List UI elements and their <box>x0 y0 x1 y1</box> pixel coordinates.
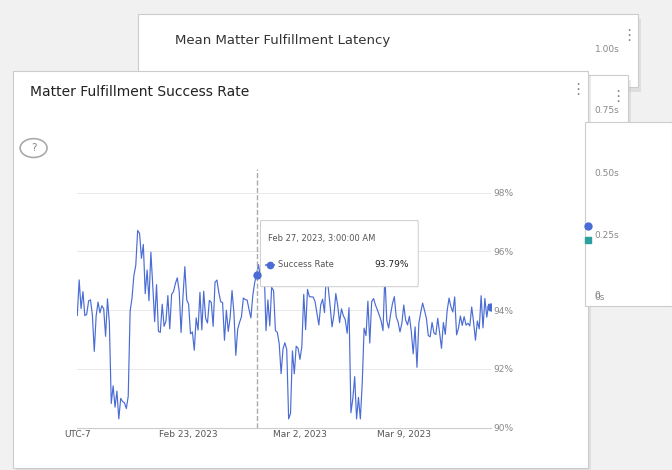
Text: ?: ? <box>31 143 36 153</box>
Text: 0.75s: 0.75s <box>595 106 620 115</box>
Text: ⋮: ⋮ <box>621 28 636 43</box>
Text: Matter Fulfillment Success Rate: Matter Fulfillment Success Rate <box>30 85 249 99</box>
Text: Success Rate: Success Rate <box>278 260 334 269</box>
Text: 0.50s: 0.50s <box>595 169 620 179</box>
FancyBboxPatch shape <box>16 75 591 470</box>
Text: Feb 27, 2023, 3:00:00 AM: Feb 27, 2023, 3:00:00 AM <box>268 234 376 243</box>
FancyBboxPatch shape <box>140 19 641 92</box>
Text: ⋮: ⋮ <box>571 82 585 97</box>
Text: 1.00s: 1.00s <box>595 45 620 54</box>
Text: 100k: 100k <box>595 127 617 136</box>
Text: 93.79%: 93.79% <box>374 260 409 269</box>
FancyBboxPatch shape <box>13 70 588 468</box>
Text: 0s: 0s <box>595 292 605 302</box>
Text: 0: 0 <box>595 291 601 300</box>
FancyBboxPatch shape <box>261 220 418 287</box>
Text: 0.25s: 0.25s <box>595 231 620 241</box>
Text: Mean Matter Fulfillment Latency: Mean Matter Fulfillment Latency <box>175 34 390 47</box>
FancyBboxPatch shape <box>77 75 628 197</box>
FancyBboxPatch shape <box>138 14 638 87</box>
Text: 50k: 50k <box>595 193 612 202</box>
FancyBboxPatch shape <box>80 80 631 202</box>
Text: 75k: 75k <box>595 160 612 169</box>
Text: ⋮: ⋮ <box>611 89 626 104</box>
FancyBboxPatch shape <box>585 122 672 306</box>
Text: Matter Execution Fulfillment - Device Type Breakdown: Matter Execution Fulfillment - Device Ty… <box>97 96 458 110</box>
Text: 25k: 25k <box>595 226 612 235</box>
Text: 0: 0 <box>595 258 601 268</box>
